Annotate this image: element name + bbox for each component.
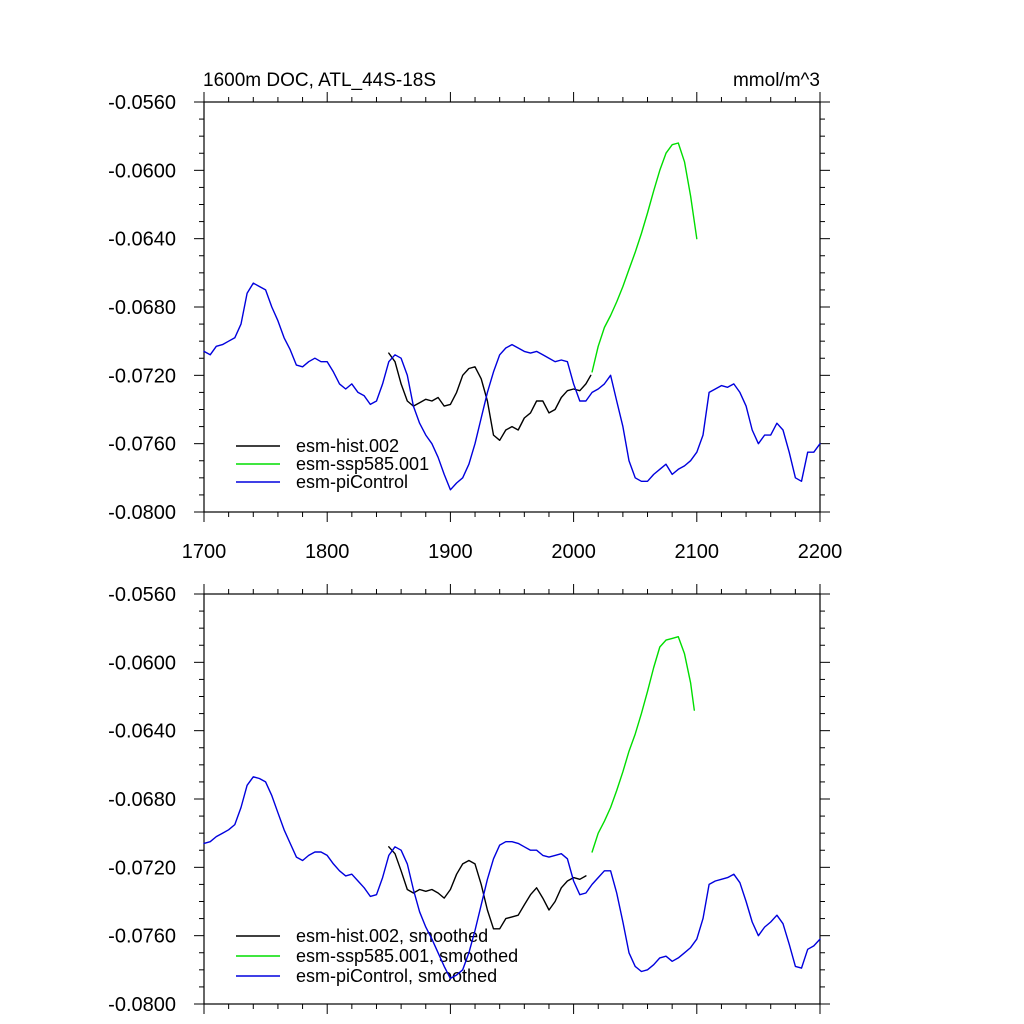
legend-entry: esm-ssp585.001 bbox=[296, 454, 429, 474]
series-line bbox=[591, 142, 698, 373]
series-line bbox=[388, 846, 587, 930]
y-tick-label: -0.0600 bbox=[108, 652, 176, 674]
x-tick-label: 1800 bbox=[305, 541, 350, 563]
top-panel: 1600m DOC, ATL_44S-18S mmol/m^3 -0.0560 -… bbox=[108, 70, 842, 563]
y-tick-label: -0.0560 bbox=[108, 92, 176, 114]
y-tick-label: -0.0760 bbox=[108, 434, 176, 456]
legend-entry: esm-ssp585.001, smoothed bbox=[296, 946, 518, 966]
y-tick-label: -0.0680 bbox=[108, 297, 176, 319]
legend-entry: esm-hist.002 bbox=[296, 436, 399, 456]
y-tick-label: -0.0760 bbox=[108, 926, 176, 948]
x-tick-label: 2000 bbox=[551, 541, 596, 563]
y-tick-label: -0.0720 bbox=[108, 365, 176, 387]
y-tick-label: -0.0640 bbox=[108, 229, 176, 251]
units-label: mmol/m^3 bbox=[733, 70, 820, 91]
legend-entry: esm-piControl bbox=[296, 472, 408, 492]
series-line bbox=[388, 352, 592, 441]
y-tick-label: -0.0800 bbox=[108, 502, 176, 524]
y-tick-label: -0.0560 bbox=[108, 584, 176, 606]
bottom-panel: -0.0560 -0.0600 -0.0640 -0.0680 -0.0720 -0.07… bbox=[108, 584, 830, 1016]
legend-entry: esm-hist.002, smoothed bbox=[296, 926, 488, 946]
series-line bbox=[203, 776, 821, 980]
series-line bbox=[203, 282, 821, 491]
x-tick-label: 2100 bbox=[675, 541, 720, 563]
series-line bbox=[591, 636, 695, 853]
legend-entry: esm-piControl, smoothed bbox=[296, 966, 497, 986]
y-tick-label: -0.0720 bbox=[108, 857, 176, 879]
y-tick-label: -0.0800 bbox=[108, 994, 176, 1016]
x-tick-label: 1700 bbox=[182, 541, 227, 563]
y-tick-label: -0.0600 bbox=[108, 160, 176, 182]
chart-title: 1600m DOC, ATL_44S-18S bbox=[203, 70, 436, 91]
y-tick-label: -0.0680 bbox=[108, 789, 176, 811]
x-tick-label: 1900 bbox=[428, 541, 473, 563]
y-tick-label: -0.0640 bbox=[108, 721, 176, 743]
x-tick-label: 2200 bbox=[798, 541, 843, 563]
